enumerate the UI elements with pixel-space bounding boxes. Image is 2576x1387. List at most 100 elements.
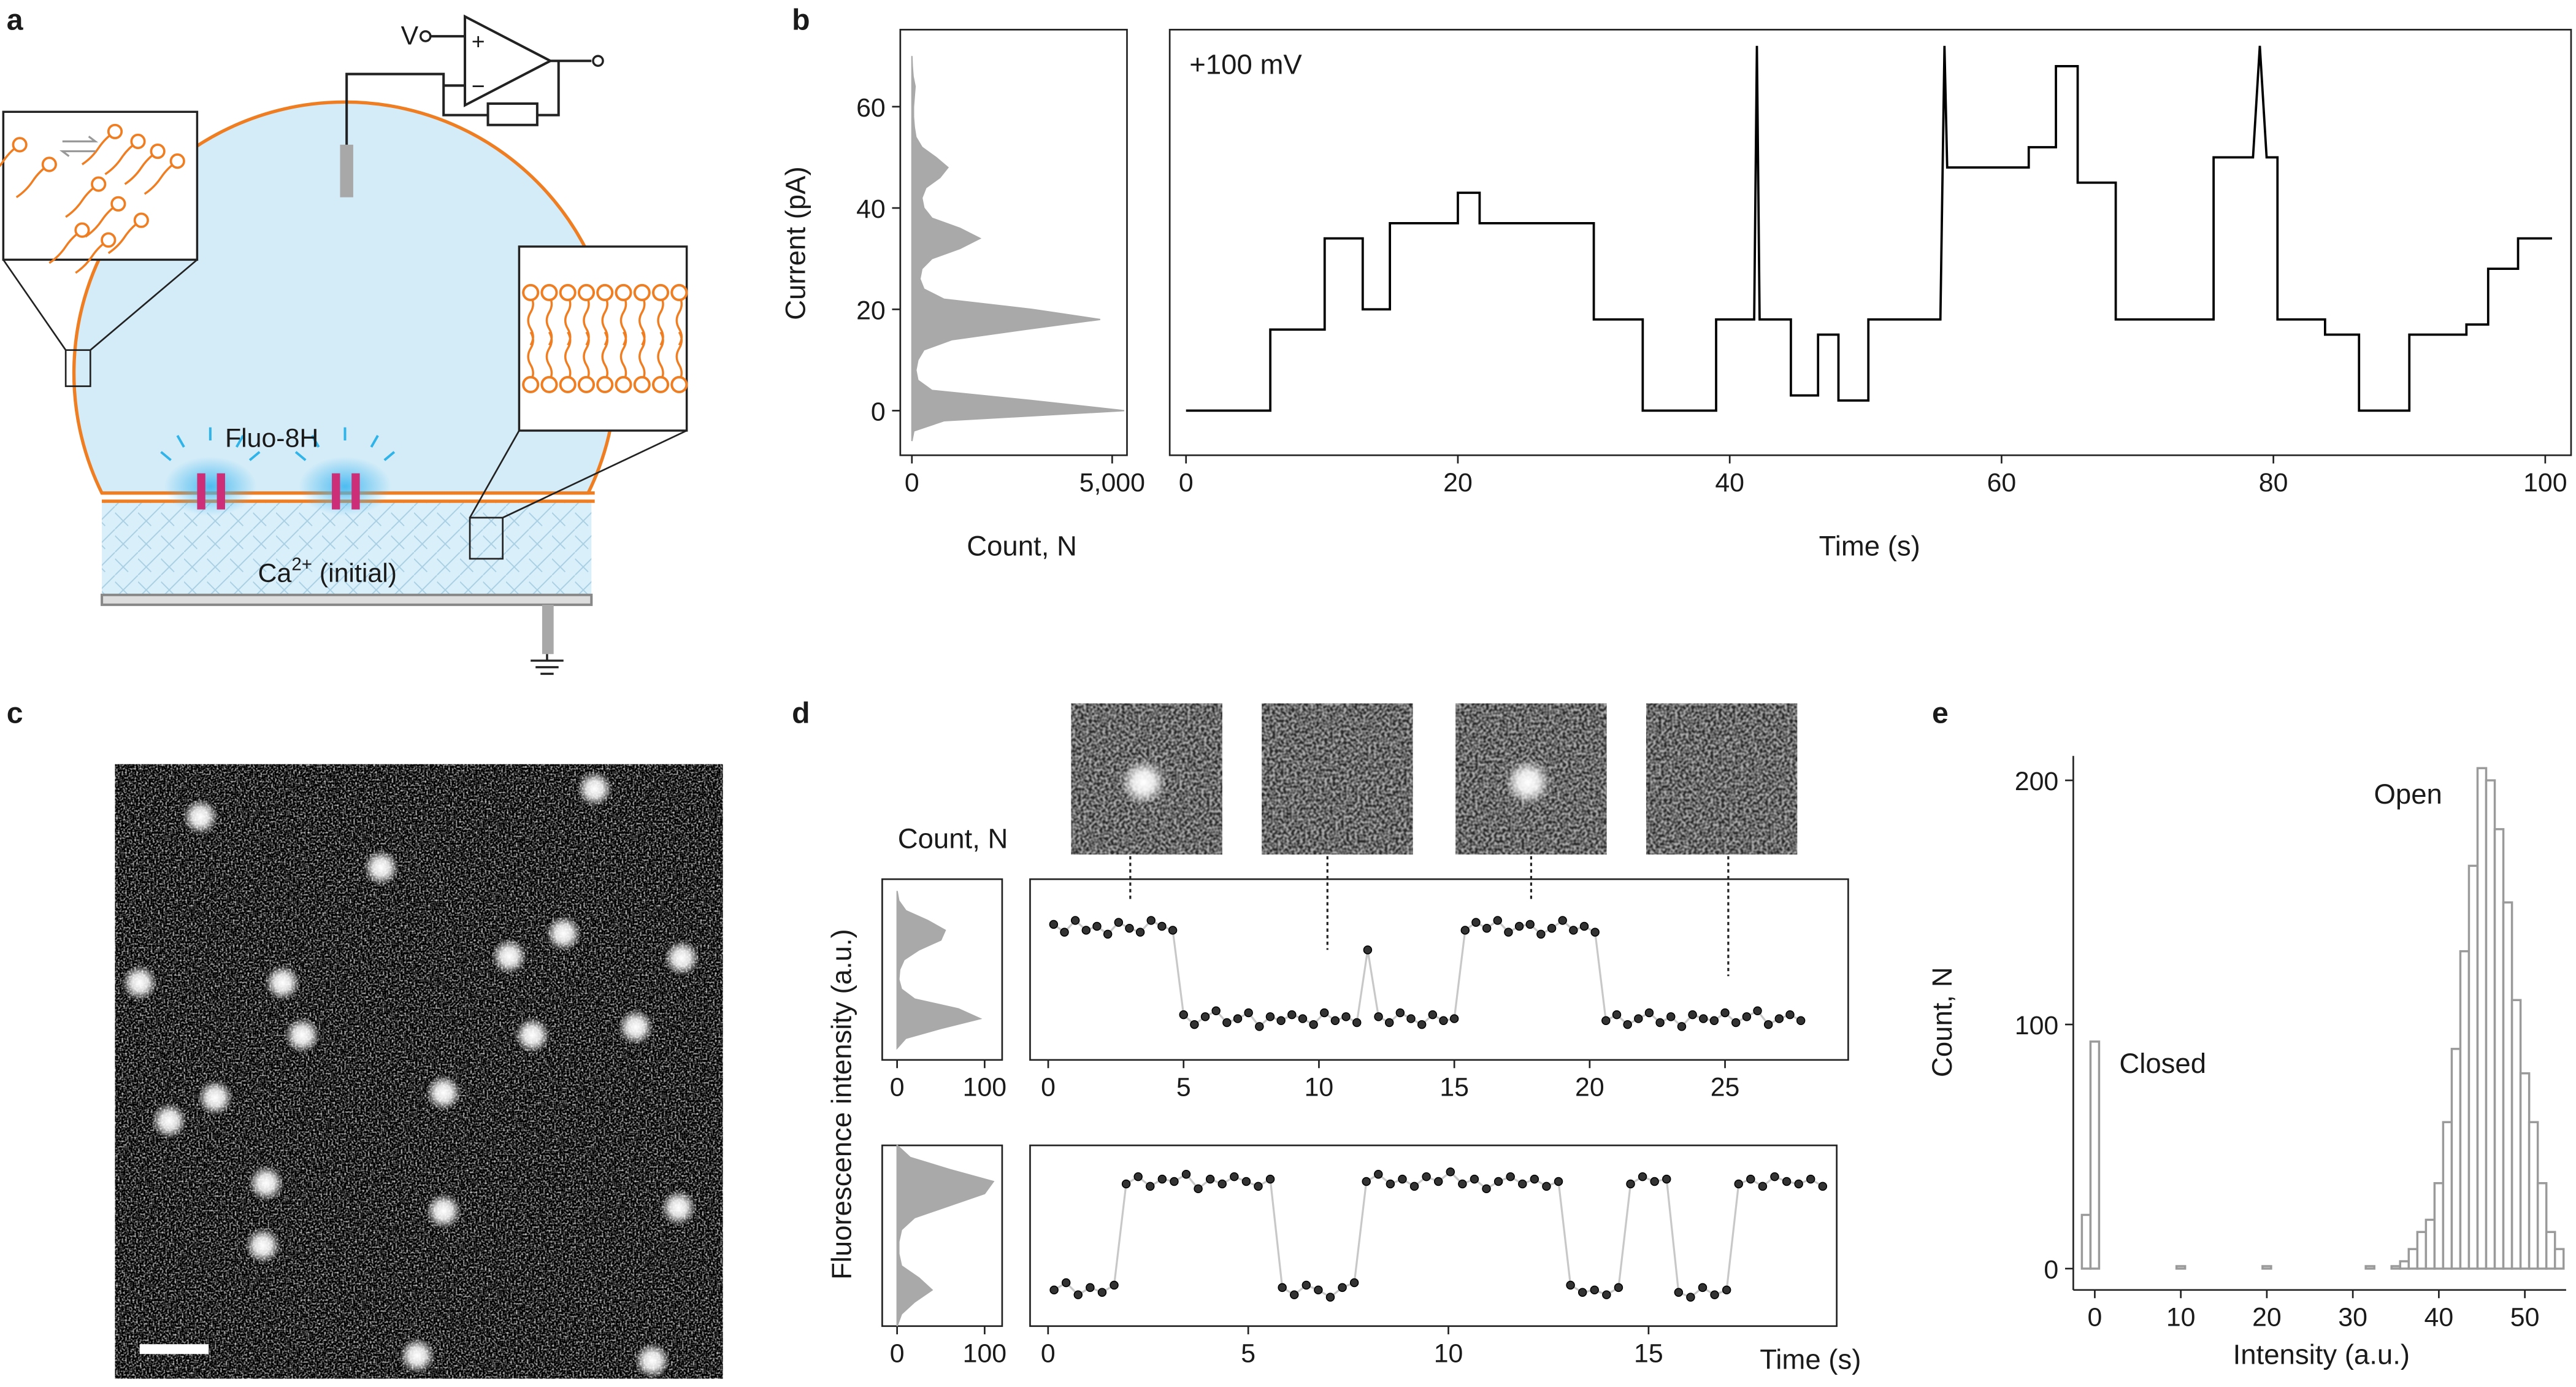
point — [1674, 1288, 1684, 1297]
y-axis-label: Current (pA) — [780, 166, 811, 320]
x-axis-label: Count, N — [967, 531, 1077, 562]
point — [1276, 1016, 1286, 1026]
y-tick-label: 0 — [2044, 1255, 2058, 1285]
ion: Ca — [258, 558, 292, 588]
bar — [2493, 828, 2505, 1270]
point — [1081, 926, 1091, 935]
annotation: +100 mV — [1189, 49, 1302, 80]
panel-label: d — [792, 697, 810, 730]
point — [1179, 1010, 1188, 1020]
point — [1049, 1285, 1059, 1295]
electrode — [340, 144, 353, 198]
plot-frame — [881, 1144, 1003, 1327]
point — [1422, 1172, 1431, 1181]
plot-frame — [1168, 29, 2572, 456]
point — [1482, 924, 1492, 933]
spot — [618, 1009, 654, 1045]
point — [1349, 1278, 1359, 1288]
point — [1205, 1174, 1215, 1184]
lipid-head — [651, 375, 670, 393]
terminal — [592, 55, 604, 67]
point — [1428, 1010, 1438, 1020]
point — [1265, 1012, 1275, 1021]
y-axis-label: Count, N — [1926, 967, 1958, 1077]
lipid-head — [559, 283, 577, 301]
point — [1170, 1177, 1179, 1186]
point — [1471, 918, 1481, 927]
point — [1070, 916, 1080, 925]
x-tick-label: 5 — [1241, 1339, 1255, 1369]
point — [1579, 921, 1589, 931]
zoom-line — [469, 429, 688, 519]
point — [1774, 1014, 1784, 1023]
histogram-area — [896, 891, 983, 1050]
point — [1638, 1172, 1647, 1181]
panel-label: c — [7, 697, 23, 730]
bar — [2399, 1260, 2410, 1270]
x-axis-label: Time (s) — [1760, 1343, 1861, 1375]
x-tick-label: 0 — [1041, 1339, 1056, 1369]
x-tick-label: 15 — [1634, 1339, 1663, 1369]
trace — [1186, 45, 2552, 412]
zoom-box — [469, 517, 504, 560]
thumb-noise — [1262, 703, 1413, 855]
point — [1612, 1010, 1622, 1020]
point — [1518, 1179, 1527, 1189]
point — [1796, 1016, 1806, 1026]
spot — [151, 1102, 188, 1139]
ion-charge: 2+ — [291, 555, 312, 575]
point — [1753, 1006, 1762, 1015]
lipid-tail — [619, 295, 627, 382]
point — [1655, 1018, 1665, 1028]
point — [1709, 1016, 1719, 1026]
point — [1125, 924, 1134, 933]
bar — [2416, 1231, 2428, 1270]
point — [1211, 1006, 1221, 1015]
point — [1536, 929, 1546, 939]
spot — [425, 1074, 462, 1111]
channel — [332, 473, 340, 510]
point — [1710, 1290, 1719, 1299]
x-tick-label: 25 — [1711, 1073, 1740, 1102]
spot — [577, 770, 613, 807]
point — [1460, 926, 1470, 935]
point — [1794, 1179, 1803, 1189]
op-amp — [464, 14, 553, 107]
y-tick-label: 200 — [2015, 767, 2058, 796]
point — [1558, 916, 1567, 925]
bar — [2545, 1231, 2556, 1270]
point — [1181, 1170, 1191, 1179]
point — [1374, 1170, 1383, 1179]
lipid-head — [522, 283, 540, 301]
histogram-area — [896, 1143, 995, 1327]
spot — [634, 1342, 670, 1379]
x-tick-label: 100 — [963, 1339, 1006, 1369]
point — [1506, 1172, 1515, 1181]
lipid-head — [110, 196, 126, 212]
lipid-head — [41, 156, 57, 172]
y-tick-label: 60 — [856, 93, 886, 123]
x-tick-label: 20 — [1443, 468, 1473, 498]
point — [1806, 1174, 1815, 1184]
point — [1103, 929, 1113, 939]
lipid-head — [577, 375, 596, 393]
point — [1114, 918, 1124, 927]
x-tick-label: 0 — [905, 468, 919, 498]
bar — [2364, 1265, 2375, 1270]
point — [1818, 1181, 1828, 1191]
spot — [362, 849, 399, 886]
lipid-tail — [601, 295, 609, 382]
point — [1677, 1022, 1687, 1031]
lipids — [0, 123, 688, 393]
spot — [1120, 759, 1167, 805]
plus-label: + — [472, 29, 485, 55]
point — [1514, 921, 1524, 931]
point — [1458, 1179, 1467, 1189]
lipid-head — [540, 283, 558, 301]
point — [1398, 1174, 1407, 1184]
point — [1200, 1012, 1210, 1021]
point — [1742, 1012, 1752, 1021]
spot — [264, 964, 301, 1001]
bar — [2442, 1121, 2453, 1270]
lipid-head — [540, 375, 558, 393]
